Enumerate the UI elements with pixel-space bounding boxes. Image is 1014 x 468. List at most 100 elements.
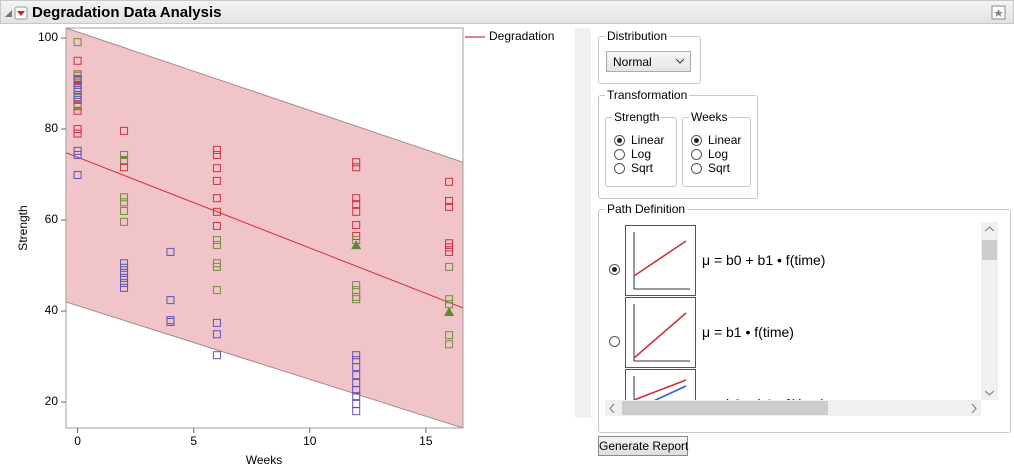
radio-button[interactable] xyxy=(691,162,702,174)
thumbnail-line xyxy=(633,240,687,277)
point xyxy=(120,273,129,282)
thumbnail-line xyxy=(633,312,687,359)
x-tick-label: 0 xyxy=(74,434,81,448)
radio-button[interactable] xyxy=(614,162,625,174)
point xyxy=(445,177,454,186)
path-thumbnail xyxy=(625,297,696,368)
point xyxy=(166,247,175,256)
point xyxy=(445,239,454,248)
x-tick-label: 5 xyxy=(190,434,197,448)
radio-option[interactable]: Linear xyxy=(614,133,664,147)
point xyxy=(445,295,454,304)
point xyxy=(166,296,175,305)
radio-button[interactable] xyxy=(609,264,620,275)
radio-label: Log xyxy=(631,147,652,161)
dropdown[interactable]: Normal xyxy=(606,51,691,72)
distribution-group: Distribution Normal xyxy=(598,29,701,84)
vertical-scrollbar[interactable] xyxy=(981,222,998,400)
point xyxy=(73,95,82,104)
path-thumbnail xyxy=(625,369,696,400)
thumbnail-axes xyxy=(633,232,690,290)
point xyxy=(212,164,221,173)
title-bar: Degradation Data Analysis xyxy=(0,0,1014,24)
radio-button[interactable] xyxy=(614,148,625,160)
point xyxy=(352,163,361,172)
radio-option[interactable]: Sqrt xyxy=(691,161,730,175)
band-edge xyxy=(66,301,463,428)
point xyxy=(73,38,82,47)
radio-option[interactable]: Log xyxy=(614,147,651,161)
band-edge xyxy=(66,28,463,163)
generate-report-button[interactable]: Generate Report xyxy=(598,436,688,456)
path-definition-group: Path Definition μ = b0 + b1 • f(time) μ =… xyxy=(598,202,1011,433)
group-title: Distribution xyxy=(605,29,670,43)
scroll-right[interactable] xyxy=(971,404,977,413)
point xyxy=(352,158,361,167)
point xyxy=(73,170,82,179)
point xyxy=(352,371,361,380)
radio-button[interactable] xyxy=(691,134,702,146)
point xyxy=(212,194,221,203)
group-title: Transformation xyxy=(605,88,690,102)
radio-label: Log xyxy=(708,147,729,161)
point xyxy=(212,150,221,159)
point xyxy=(73,100,82,109)
scroll-thumb[interactable] xyxy=(982,240,997,260)
scroll-left[interactable] xyxy=(609,404,615,413)
y-axis-label: Strength xyxy=(16,205,30,250)
point xyxy=(212,207,221,216)
thumbnail-art xyxy=(633,376,687,400)
point xyxy=(120,217,129,226)
radio-label: Linear xyxy=(631,133,665,147)
path-formula: μ = b0 + b1 • f(time) xyxy=(702,396,825,400)
dropdown-value: Normal xyxy=(613,55,652,69)
thumbnail-line xyxy=(633,379,687,400)
thumbnail-art xyxy=(633,232,690,290)
point xyxy=(212,351,221,360)
point xyxy=(212,286,221,295)
point xyxy=(352,281,361,290)
scroll-down[interactable] xyxy=(985,390,994,396)
thumbnail-art xyxy=(633,304,690,362)
y-tick-label: 80 xyxy=(45,121,59,135)
radio-button[interactable] xyxy=(609,336,620,347)
radio-option[interactable]: Sqrt xyxy=(614,161,653,175)
radio-button[interactable] xyxy=(691,148,702,160)
point xyxy=(212,330,221,339)
horizontal-scrollbar[interactable] xyxy=(605,400,981,416)
scroll-up[interactable] xyxy=(985,226,994,232)
point xyxy=(120,198,129,207)
y-tick-label: 60 xyxy=(45,212,59,226)
point xyxy=(120,283,129,292)
point xyxy=(352,392,361,401)
radio-label: Sqrt xyxy=(708,161,731,175)
point xyxy=(352,351,361,360)
point xyxy=(73,129,82,138)
radio-option[interactable]: Log xyxy=(691,147,728,161)
point xyxy=(212,145,221,154)
group-title: Strength xyxy=(612,110,662,124)
fit-line xyxy=(66,152,463,309)
plot-frame xyxy=(65,27,464,429)
point xyxy=(351,240,362,250)
x-tick-label: 10 xyxy=(303,434,317,448)
thumbnail-axes xyxy=(633,304,690,362)
x-tick-label: 15 xyxy=(419,434,433,448)
point xyxy=(445,202,454,211)
point xyxy=(445,247,454,256)
title: Degradation Data Analysis xyxy=(32,4,222,21)
point xyxy=(212,176,221,185)
scroll-thumb[interactable] xyxy=(622,401,828,415)
point xyxy=(444,306,455,316)
panel-scrollbar[interactable] xyxy=(575,28,591,418)
radio-option[interactable]: Linear xyxy=(691,133,741,147)
disclosure-icons[interactable] xyxy=(4,6,30,20)
path-formula: μ = b0 + b1 • f(time) xyxy=(702,252,826,268)
point xyxy=(445,331,454,340)
menu-icon[interactable] xyxy=(991,5,1007,20)
radio-button[interactable] xyxy=(614,134,625,146)
point xyxy=(212,236,221,245)
point xyxy=(73,106,82,115)
group-title: Weeks xyxy=(689,110,730,124)
